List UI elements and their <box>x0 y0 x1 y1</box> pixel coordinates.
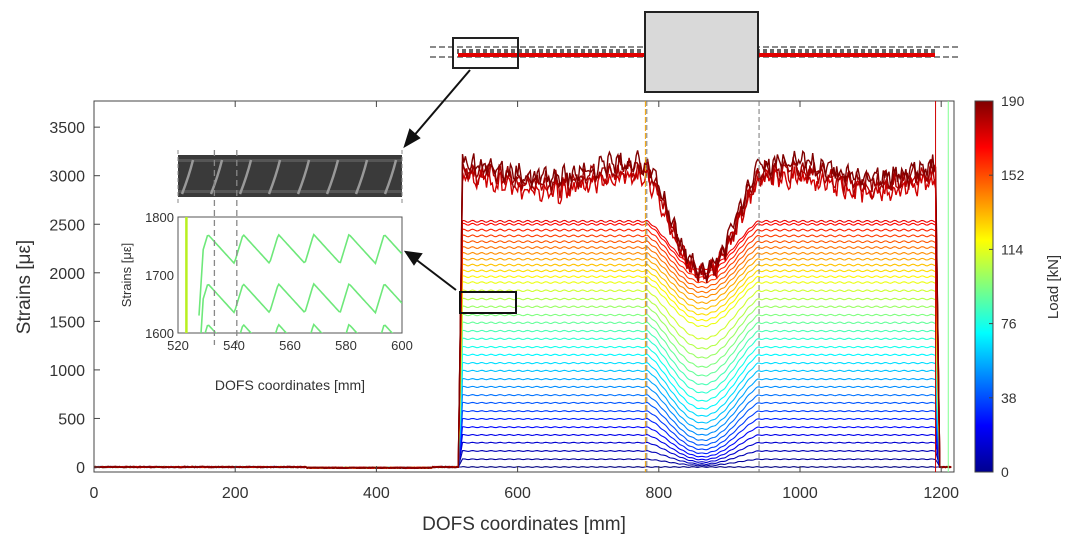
inset-curve-1 <box>200 282 402 333</box>
colorbar-label: Load [kN] <box>1045 255 1062 319</box>
arrow-inset <box>413 257 457 291</box>
inset-y-label: Strains [με] <box>119 243 134 308</box>
rebar-image <box>178 155 402 197</box>
colorbar-ticks: 0 38 76 114 152 190 <box>989 93 1025 480</box>
x-axis: 0 200 400 600 800 1000 1200 <box>90 101 959 502</box>
inset-y-tick-label: 1800 <box>145 210 174 225</box>
rebar-rib <box>180 159 195 195</box>
inset-x-tick-label: 560 <box>279 338 301 353</box>
rebar-rib <box>267 159 282 195</box>
arrow-head-inset <box>403 250 423 266</box>
x-tick-label: 0 <box>90 485 99 502</box>
rebar-rib <box>325 159 340 195</box>
inset-y-tick-label: 1700 <box>145 268 174 283</box>
y-tick-label: 3000 <box>49 169 85 186</box>
y-tick-label: 500 <box>58 411 85 428</box>
y-axis: 0 500 1000 1500 2000 2500 3000 3500 <box>49 120 100 477</box>
inset-x-label: DOFS coordinates [mm] <box>215 377 365 393</box>
y-tick-label: 1500 <box>49 314 85 331</box>
y-axis-label: Strains [με] <box>14 240 35 334</box>
x-tick-label: 1000 <box>782 485 818 502</box>
colorbar-tick-label: 152 <box>1001 167 1025 183</box>
beam-schematic <box>430 11 960 93</box>
rebar-rib <box>209 159 224 195</box>
inset-y-tick-label: 1600 <box>145 326 174 341</box>
inset-x-tick-label: 600 <box>391 338 413 353</box>
x-tick-label: 800 <box>645 485 672 502</box>
inset-x-tick-label: 580 <box>335 338 357 353</box>
inset-x-tick-label: 540 <box>223 338 245 353</box>
inset-curve-0 <box>198 233 402 316</box>
x-tick-label: 200 <box>222 485 249 502</box>
inset-x-tick-label: 520 <box>167 338 189 353</box>
arrow-top <box>411 69 471 139</box>
x-axis-label: DOFS coordinates [mm] <box>422 514 626 535</box>
zoom-box-plot <box>459 291 517 314</box>
reference-lines <box>644 101 949 472</box>
arrow-head-top <box>403 128 421 149</box>
colorbar-tick-label: 38 <box>1001 390 1017 406</box>
y-tick-label: 1000 <box>49 363 85 380</box>
rebar-rib <box>354 159 369 195</box>
x-tick-label: 1200 <box>923 485 959 502</box>
strain-curves <box>94 149 952 470</box>
colorbar-tick-label: 0 <box>1001 464 1009 480</box>
y-tick-label: 0 <box>76 460 85 477</box>
y-tick-label: 2000 <box>49 266 85 283</box>
colorbar <box>974 100 994 473</box>
inset-axes: 520 540 560 580 600 1600 1700 1800 <box>145 150 413 353</box>
rebar-rib <box>383 159 398 195</box>
inset-plot-area <box>177 216 403 334</box>
colorbar-tick-label: 190 <box>1001 93 1025 109</box>
colorbar-tick-label: 76 <box>1001 316 1017 332</box>
colorbar-tick-label: 114 <box>1001 241 1024 257</box>
y-tick-label: 3500 <box>49 120 85 137</box>
x-tick-label: 400 <box>363 485 390 502</box>
inset-curves <box>185 217 402 333</box>
y-tick-label: 2500 <box>49 217 85 234</box>
zoom-box-top <box>452 37 519 69</box>
rebar-rib <box>296 159 311 195</box>
x-tick-label: 600 <box>504 485 531 502</box>
rebar-rib <box>238 159 253 195</box>
load-plate <box>644 11 759 93</box>
arrows <box>403 69 471 291</box>
strain-curve-190kN <box>94 149 952 470</box>
